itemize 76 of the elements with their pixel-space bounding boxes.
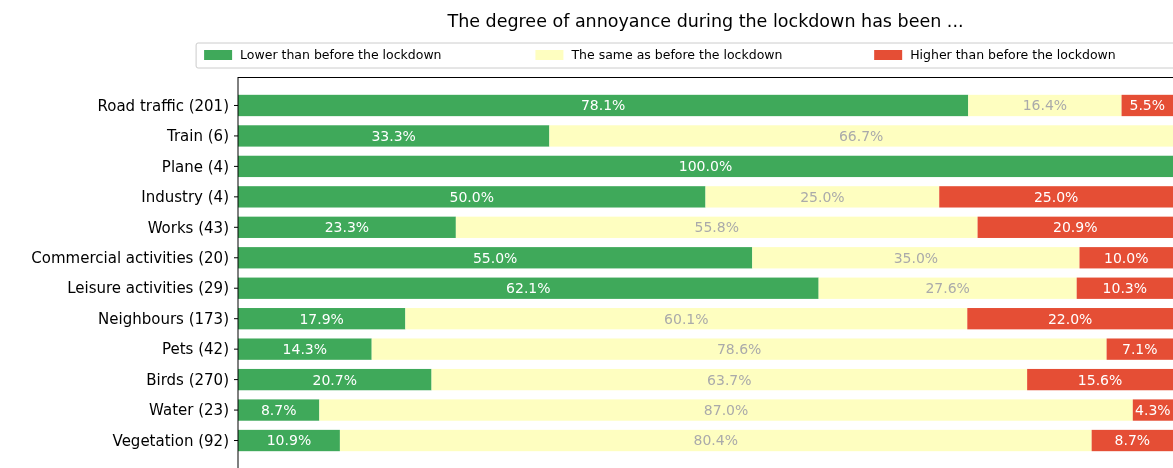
bar [339, 429, 1092, 452]
y-tick-label: Birds (270) [146, 370, 229, 389]
data-label: 87.0% [703, 401, 749, 418]
data-label: 20.9% [1053, 219, 1098, 236]
data-label: 78.1% [580, 97, 626, 114]
data-label: 17.9% [299, 310, 344, 327]
data-label: 20.7% [312, 371, 358, 388]
data-label: 4.3% [1135, 401, 1171, 418]
legend-label: Higher than before the lockdown [910, 47, 1116, 63]
data-label: 10.3% [1102, 280, 1148, 297]
bar [405, 308, 968, 330]
y-tick-label: Leisure activities (29) [67, 279, 229, 298]
data-label: 63.7% [707, 371, 752, 388]
bar [238, 125, 550, 147]
data-label: 5.5% [1129, 97, 1166, 114]
data-label: 60.1% [664, 310, 709, 327]
data-label: 8.7% [1114, 432, 1151, 449]
bar [752, 247, 1080, 269]
data-label: 10.0% [1104, 249, 1149, 266]
data-label: 80.4% [693, 432, 739, 449]
data-label: 78.6% [716, 341, 762, 358]
bar [238, 247, 753, 269]
bar [967, 308, 1173, 330]
bar [705, 186, 940, 208]
bar [977, 216, 1173, 238]
y-tick-label: Commercial activities (20) [31, 249, 229, 268]
data-label: 55.0% [472, 249, 518, 266]
data-label: 23.3% [324, 219, 370, 236]
bar [238, 186, 706, 208]
data-label: 62.1% [506, 280, 551, 297]
bar [238, 155, 1173, 178]
bar [371, 338, 1107, 360]
data-label: 33.3% [371, 127, 416, 144]
bar [968, 94, 1122, 117]
data-label: 16.4% [1022, 97, 1068, 114]
bar [1027, 368, 1173, 391]
y-tick-label: Vegetation (92) [112, 431, 229, 450]
y-tick-label: Works (43) [147, 218, 229, 237]
data-label: 35.0% [893, 249, 939, 266]
bar [238, 338, 372, 360]
bar [1106, 338, 1173, 360]
data-label: 7.1% [1122, 341, 1158, 358]
bar [549, 125, 1173, 147]
y-tick-label: Water (23) [149, 401, 229, 420]
y-tick-label: Pets (42) [162, 340, 229, 359]
bar [238, 216, 456, 238]
data-label: 25.0% [1033, 188, 1079, 205]
data-label: 55.8% [694, 219, 739, 236]
data-label: 50.0% [449, 188, 494, 205]
data-label: 22.0% [1047, 310, 1093, 327]
bar [818, 277, 1077, 299]
y-tick-label: Industry (4) [141, 188, 229, 207]
data-label: 66.7% [838, 127, 884, 144]
bar [238, 94, 969, 117]
data-label: 14.3% [282, 341, 328, 358]
data-label: 15.6% [1077, 371, 1123, 388]
data-label: 10.9% [266, 432, 312, 449]
bar [238, 399, 320, 421]
bar [319, 399, 1133, 421]
y-tick-label: Train (6) [165, 127, 229, 146]
y-tick-label: Road traffic (201) [97, 96, 229, 115]
bar [238, 308, 406, 330]
data-label: 27.6% [925, 280, 970, 297]
data-label: 100.0% [678, 158, 733, 175]
data-label: 25.0% [800, 188, 845, 205]
bar [431, 368, 1028, 391]
bar [238, 368, 432, 391]
legend-label: Lower than before the lockdown [240, 47, 442, 63]
y-tick-label: Plane (4) [161, 157, 229, 176]
bar [238, 277, 819, 299]
chart-title: The degree of annoyance during the lockdown has been ... [446, 11, 964, 31]
bar [455, 216, 978, 238]
legend-label: The same as before the lockdown [570, 47, 783, 63]
y-tick-label: Neighbours (173) [98, 309, 229, 328]
data-label: 8.7% [260, 401, 297, 418]
bar [939, 186, 1173, 208]
